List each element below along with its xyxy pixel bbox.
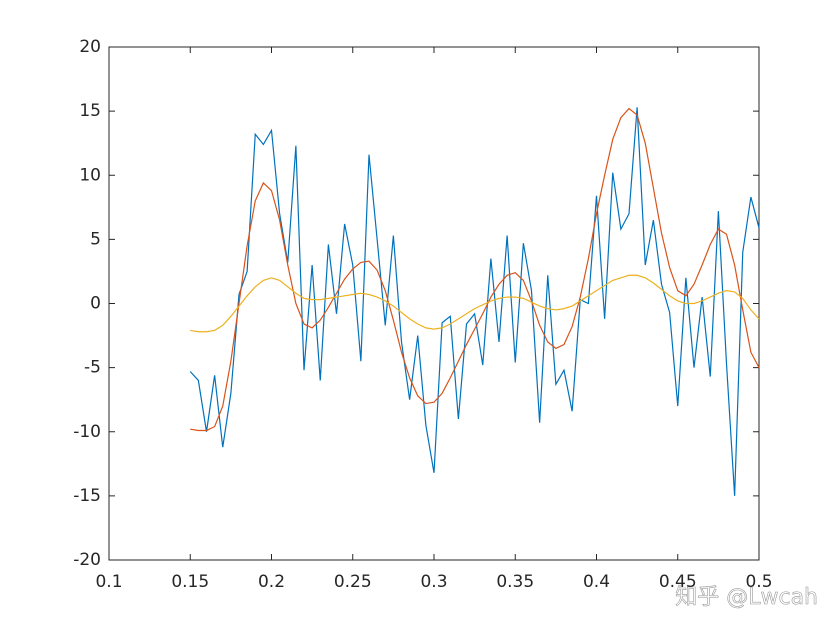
y-tick-label: -15 xyxy=(73,486,101,506)
line-series xyxy=(190,274,760,333)
x-tick-label: 0.3 xyxy=(420,572,447,592)
x-tick-label: 0.25 xyxy=(334,572,372,592)
y-tick-label: 0 xyxy=(90,294,101,314)
y-tick-label: 10 xyxy=(79,165,101,185)
y-tick-label: 20 xyxy=(79,37,101,57)
line-series xyxy=(190,107,760,432)
y-tick-label: 5 xyxy=(90,229,101,249)
x-tick-label: 0.4 xyxy=(583,572,610,592)
x-tick-label: 0.5 xyxy=(745,572,772,592)
plot-box xyxy=(108,46,760,561)
y-tick-label: 15 xyxy=(79,101,101,121)
x-tick-label: 0.45 xyxy=(659,572,697,592)
y-tick-label: -5 xyxy=(84,358,101,378)
line-series xyxy=(189,107,760,496)
x-tick-label: 0.2 xyxy=(258,572,285,592)
x-tick-label: 0.15 xyxy=(171,572,209,592)
y-tick-label: -10 xyxy=(73,422,101,442)
x-tick-label: 0.35 xyxy=(496,572,534,592)
x-tick-label: 0.1 xyxy=(95,572,122,592)
watermark: 知乎 @Lwcah xyxy=(675,585,818,610)
y-tick-label: -20 xyxy=(73,550,101,570)
